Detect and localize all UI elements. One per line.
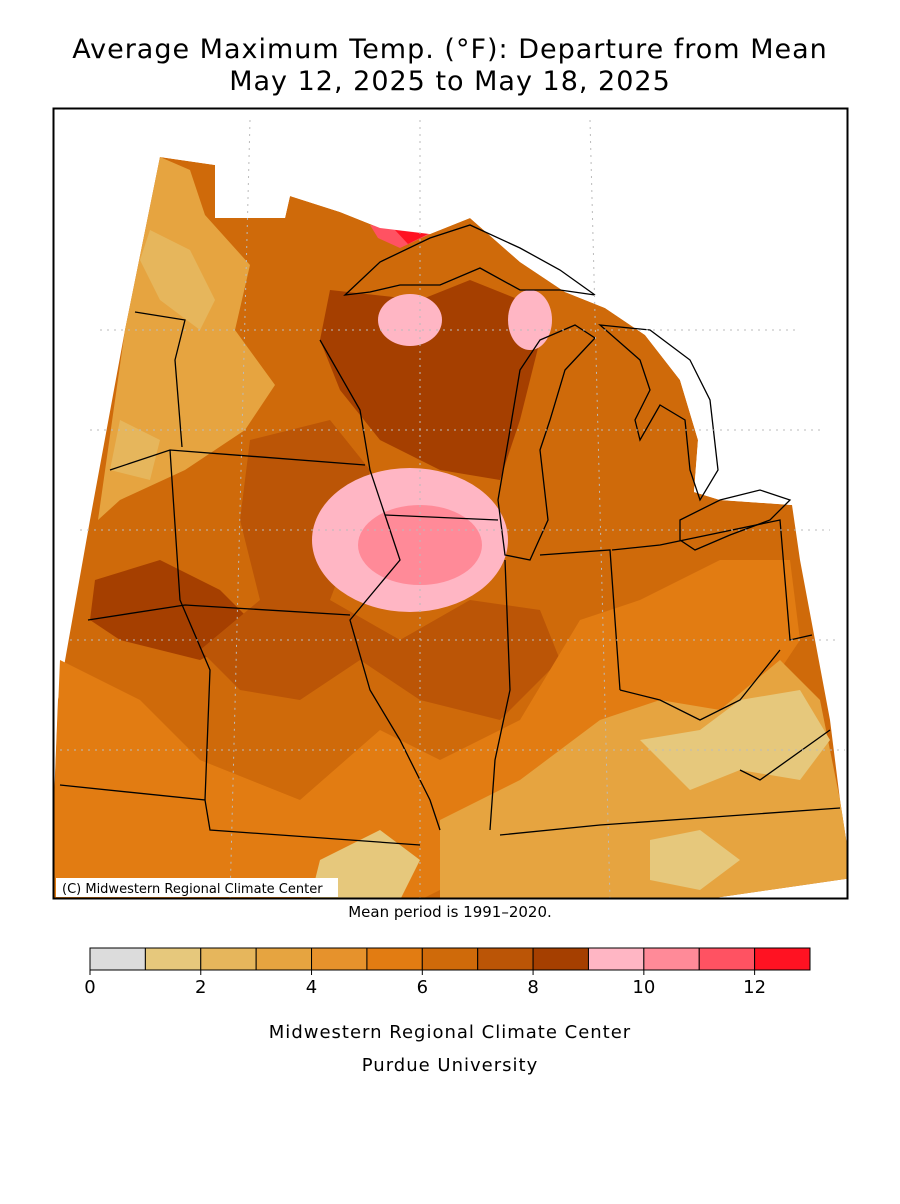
graticule — [60, 119, 845, 898]
legend-swatch — [754, 947, 811, 971]
title-line: Average Maximum Temp. (°F): Departure fr… — [72, 34, 828, 65]
region-mid — [200, 420, 560, 720]
legend-swatch — [532, 947, 589, 971]
region-south — [54, 560, 800, 898]
legend-swatch — [89, 947, 146, 971]
note: Mean period is 1991–2020. — [348, 903, 552, 921]
legend-swatch — [200, 947, 257, 971]
legend-tick-label: 10 — [632, 977, 655, 998]
map: (C) Midwestern Regional Climate Center — [52, 107, 849, 900]
map-frame — [52, 107, 849, 900]
legend-swatch — [311, 947, 368, 971]
legend-tick-label: 12 — [743, 977, 766, 998]
legend-swatch — [643, 947, 700, 971]
legend-swatch — [477, 947, 534, 971]
legend: 0 2 4 6 8 10 12 — [84, 947, 811, 998]
region-lighter — [110, 230, 215, 480]
lake-superior — [343, 224, 596, 296]
footer-line: Purdue University — [362, 1055, 538, 1076]
region-pink — [508, 290, 552, 350]
legend-swatch — [255, 947, 313, 971]
legend-tick-label: 8 — [527, 977, 538, 998]
copyright: (C) Midwestern Regional Climate Center — [62, 882, 323, 897]
legend-tick-label: 6 — [417, 977, 428, 998]
legend-swatch — [366, 947, 423, 971]
lake-huron — [598, 324, 719, 502]
canada — [160, 109, 800, 505]
legend-swatch — [144, 947, 202, 971]
region-dark — [90, 280, 540, 660]
copyright-box — [56, 878, 338, 897]
legend-swatch — [587, 947, 645, 971]
legend-swatch — [698, 947, 756, 971]
lake-erie — [679, 489, 792, 551]
region-southeast-light — [310, 690, 830, 898]
region-light — [98, 157, 275, 520]
legend-tick-label: 0 — [84, 977, 95, 998]
legend-swatch — [421, 947, 479, 971]
region-pink — [378, 294, 442, 346]
legend-tick-label: 2 — [195, 977, 206, 998]
footer-line: Midwestern Regional Climate Center — [269, 1022, 631, 1043]
legend-tick-label: 4 — [306, 977, 317, 998]
state-lines — [59, 311, 841, 846]
region-red — [370, 225, 430, 248]
title-line: May 12, 2025 to May 18, 2025 — [229, 66, 671, 97]
